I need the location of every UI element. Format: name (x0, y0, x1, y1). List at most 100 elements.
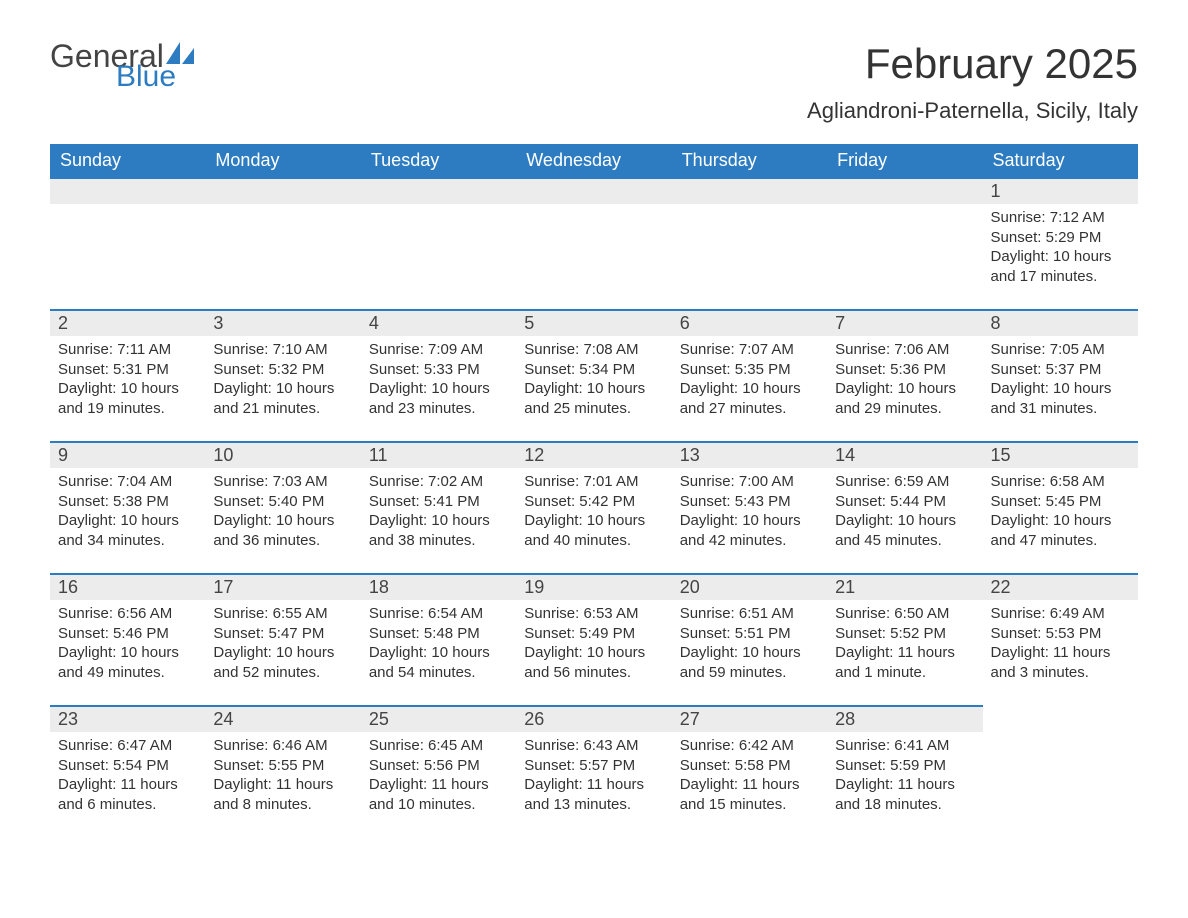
daylight-text: Daylight: 10 hours and 19 minutes. (58, 379, 197, 418)
day-number: 16 (50, 573, 205, 600)
daylight-text: Daylight: 11 hours and 8 minutes. (213, 775, 352, 814)
day-number: 1 (983, 177, 1138, 204)
daylight-text: Daylight: 10 hours and 36 minutes. (213, 511, 352, 550)
sunrise-text: Sunrise: 6:55 AM (213, 604, 352, 624)
sunrise-text: Sunrise: 6:41 AM (835, 736, 974, 756)
sunset-text: Sunset: 5:37 PM (991, 360, 1130, 380)
calendar-cell: 14Sunrise: 6:59 AMSunset: 5:44 PMDayligh… (827, 441, 982, 573)
calendar-table: SundayMondayTuesdayWednesdayThursdayFrid… (50, 144, 1138, 837)
day-number-bar (672, 177, 827, 204)
calendar-cell: 8Sunrise: 7:05 AMSunset: 5:37 PMDaylight… (983, 309, 1138, 441)
sunset-text: Sunset: 5:45 PM (991, 492, 1130, 512)
sunrise-text: Sunrise: 6:56 AM (58, 604, 197, 624)
day-details: Sunrise: 6:47 AMSunset: 5:54 PMDaylight:… (50, 732, 205, 820)
calendar-cell: 2Sunrise: 7:11 AMSunset: 5:31 PMDaylight… (50, 309, 205, 441)
sunset-text: Sunset: 5:31 PM (58, 360, 197, 380)
day-details: Sunrise: 6:41 AMSunset: 5:59 PMDaylight:… (827, 732, 982, 820)
sunrise-text: Sunrise: 7:02 AM (369, 472, 508, 492)
day-details: Sunrise: 7:12 AMSunset: 5:29 PMDaylight:… (983, 204, 1138, 292)
sunrise-text: Sunrise: 7:05 AM (991, 340, 1130, 360)
calendar-week-row: 2Sunrise: 7:11 AMSunset: 5:31 PMDaylight… (50, 309, 1138, 441)
sunrise-text: Sunrise: 7:10 AM (213, 340, 352, 360)
sunset-text: Sunset: 5:49 PM (524, 624, 663, 644)
calendar-week-row: 9Sunrise: 7:04 AMSunset: 5:38 PMDaylight… (50, 441, 1138, 573)
location-label: Agliandroni-Paternella, Sicily, Italy (807, 98, 1138, 124)
day-details: Sunrise: 6:53 AMSunset: 5:49 PMDaylight:… (516, 600, 671, 688)
page-title: February 2025 (807, 40, 1138, 88)
day-details: Sunrise: 7:08 AMSunset: 5:34 PMDaylight:… (516, 336, 671, 424)
day-number: 10 (205, 441, 360, 468)
sunset-text: Sunset: 5:44 PM (835, 492, 974, 512)
daylight-text: Daylight: 11 hours and 10 minutes. (369, 775, 508, 814)
page-header: General Blue February 2025 Agliandroni-P… (50, 40, 1138, 124)
daylight-text: Daylight: 10 hours and 21 minutes. (213, 379, 352, 418)
daylight-text: Daylight: 10 hours and 49 minutes. (58, 643, 197, 682)
daylight-text: Daylight: 10 hours and 25 minutes. (524, 379, 663, 418)
brand-word2: Blue (116, 62, 194, 92)
day-header: Thursday (672, 144, 827, 177)
calendar-cell (983, 705, 1138, 837)
day-number: 14 (827, 441, 982, 468)
sunrise-text: Sunrise: 6:59 AM (835, 472, 974, 492)
calendar-cell: 23Sunrise: 6:47 AMSunset: 5:54 PMDayligh… (50, 705, 205, 837)
day-number: 13 (672, 441, 827, 468)
day-details: Sunrise: 6:49 AMSunset: 5:53 PMDaylight:… (983, 600, 1138, 688)
daylight-text: Daylight: 10 hours and 54 minutes. (369, 643, 508, 682)
sunset-text: Sunset: 5:38 PM (58, 492, 197, 512)
daylight-text: Daylight: 10 hours and 56 minutes. (524, 643, 663, 682)
sunrise-text: Sunrise: 6:58 AM (991, 472, 1130, 492)
sunset-text: Sunset: 5:41 PM (369, 492, 508, 512)
calendar-cell: 9Sunrise: 7:04 AMSunset: 5:38 PMDaylight… (50, 441, 205, 573)
day-number: 5 (516, 309, 671, 336)
sunset-text: Sunset: 5:43 PM (680, 492, 819, 512)
day-number-bar (361, 177, 516, 204)
day-header: Wednesday (516, 144, 671, 177)
calendar-cell: 6Sunrise: 7:07 AMSunset: 5:35 PMDaylight… (672, 309, 827, 441)
day-header: Tuesday (361, 144, 516, 177)
day-details: Sunrise: 6:58 AMSunset: 5:45 PMDaylight:… (983, 468, 1138, 556)
daylight-text: Daylight: 10 hours and 34 minutes. (58, 511, 197, 550)
calendar-cell: 24Sunrise: 6:46 AMSunset: 5:55 PMDayligh… (205, 705, 360, 837)
calendar-cell: 16Sunrise: 6:56 AMSunset: 5:46 PMDayligh… (50, 573, 205, 705)
sunrise-text: Sunrise: 7:09 AM (369, 340, 508, 360)
calendar-cell: 19Sunrise: 6:53 AMSunset: 5:49 PMDayligh… (516, 573, 671, 705)
sunset-text: Sunset: 5:34 PM (524, 360, 663, 380)
day-details: Sunrise: 6:43 AMSunset: 5:57 PMDaylight:… (516, 732, 671, 820)
day-details: Sunrise: 6:51 AMSunset: 5:51 PMDaylight:… (672, 600, 827, 688)
day-details: Sunrise: 7:11 AMSunset: 5:31 PMDaylight:… (50, 336, 205, 424)
calendar-cell: 17Sunrise: 6:55 AMSunset: 5:47 PMDayligh… (205, 573, 360, 705)
daylight-text: Daylight: 10 hours and 52 minutes. (213, 643, 352, 682)
sunrise-text: Sunrise: 7:08 AM (524, 340, 663, 360)
day-header: Friday (827, 144, 982, 177)
brand-logo: General Blue (50, 40, 194, 92)
day-details: Sunrise: 6:42 AMSunset: 5:58 PMDaylight:… (672, 732, 827, 820)
sunset-text: Sunset: 5:55 PM (213, 756, 352, 776)
sunset-text: Sunset: 5:36 PM (835, 360, 974, 380)
day-details: Sunrise: 6:50 AMSunset: 5:52 PMDaylight:… (827, 600, 982, 688)
calendar-cell: 22Sunrise: 6:49 AMSunset: 5:53 PMDayligh… (983, 573, 1138, 705)
calendar-cell: 15Sunrise: 6:58 AMSunset: 5:45 PMDayligh… (983, 441, 1138, 573)
calendar-cell: 13Sunrise: 7:00 AMSunset: 5:43 PMDayligh… (672, 441, 827, 573)
day-header: Sunday (50, 144, 205, 177)
day-number-bar (827, 177, 982, 204)
day-details: Sunrise: 6:59 AMSunset: 5:44 PMDaylight:… (827, 468, 982, 556)
day-number: 24 (205, 705, 360, 732)
calendar-week-row: 1Sunrise: 7:12 AMSunset: 5:29 PMDaylight… (50, 177, 1138, 309)
sunrise-text: Sunrise: 6:49 AM (991, 604, 1130, 624)
sunset-text: Sunset: 5:54 PM (58, 756, 197, 776)
calendar-cell: 20Sunrise: 6:51 AMSunset: 5:51 PMDayligh… (672, 573, 827, 705)
calendar-cell: 21Sunrise: 6:50 AMSunset: 5:52 PMDayligh… (827, 573, 982, 705)
day-header-row: SundayMondayTuesdayWednesdayThursdayFrid… (50, 144, 1138, 177)
day-details: Sunrise: 7:00 AMSunset: 5:43 PMDaylight:… (672, 468, 827, 556)
day-number: 6 (672, 309, 827, 336)
sunrise-text: Sunrise: 6:45 AM (369, 736, 508, 756)
day-details: Sunrise: 7:05 AMSunset: 5:37 PMDaylight:… (983, 336, 1138, 424)
daylight-text: Daylight: 11 hours and 13 minutes. (524, 775, 663, 814)
day-details: Sunrise: 7:03 AMSunset: 5:40 PMDaylight:… (205, 468, 360, 556)
day-details: Sunrise: 7:07 AMSunset: 5:35 PMDaylight:… (672, 336, 827, 424)
sunset-text: Sunset: 5:47 PM (213, 624, 352, 644)
day-number: 9 (50, 441, 205, 468)
sunrise-text: Sunrise: 7:01 AM (524, 472, 663, 492)
calendar-cell (50, 177, 205, 309)
daylight-text: Daylight: 10 hours and 23 minutes. (369, 379, 508, 418)
